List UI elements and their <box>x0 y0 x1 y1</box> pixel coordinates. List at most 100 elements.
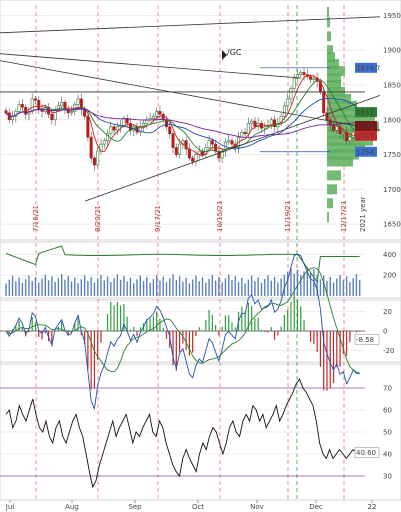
candle <box>250 120 254 124</box>
candle <box>161 113 165 121</box>
candle <box>70 111 74 114</box>
volume-profile-bar <box>327 73 341 84</box>
candle <box>332 125 336 131</box>
volume-profile-bar <box>327 17 330 28</box>
candle <box>325 112 329 121</box>
candle <box>158 111 162 115</box>
candle <box>47 106 51 115</box>
volume-profile-bar <box>327 79 341 90</box>
volume-tick-label: 400 <box>383 251 396 259</box>
symbol-label: /GC <box>227 48 242 57</box>
macd-histogram <box>8 295 361 391</box>
macd-tick-label: 0 <box>383 328 387 336</box>
trend-line-down <box>0 60 381 131</box>
candle <box>259 122 263 129</box>
price-label-box <box>355 121 377 132</box>
candle <box>184 140 188 150</box>
candle <box>60 102 64 107</box>
candle <box>178 143 182 155</box>
candle <box>92 157 96 166</box>
candle <box>286 98 290 107</box>
x-axis-label: Dec <box>309 503 323 511</box>
candle <box>273 119 277 128</box>
price-label: 1874.7 <box>356 64 381 72</box>
macd-current-box <box>354 334 380 345</box>
y-tick-label: 1950 <box>383 12 401 20</box>
candle <box>243 131 247 134</box>
volume-profile-bar <box>327 212 329 223</box>
candle <box>230 140 234 145</box>
candle <box>302 72 306 75</box>
volume-tick-label: 200 <box>383 272 396 280</box>
candle <box>106 133 110 141</box>
candle <box>112 126 116 131</box>
y-tick-label: 1900 <box>383 47 401 55</box>
date-marker-label: 12/17/21 <box>340 201 348 232</box>
candle <box>30 98 34 112</box>
macd-signal-line <box>5 267 360 374</box>
candle <box>40 109 44 112</box>
candle <box>86 115 90 138</box>
date-marker-label: 9/17/21 <box>154 205 162 232</box>
price-label: 1777. <box>356 132 376 140</box>
candle <box>292 77 296 89</box>
rsi-current-label: 40.60 <box>356 449 376 457</box>
candle <box>309 76 313 80</box>
candle <box>174 147 178 155</box>
candle <box>341 131 345 134</box>
macd-tick-label: 20 <box>383 308 392 316</box>
candle <box>269 119 273 126</box>
rsi-tick-label: 50 <box>383 429 392 437</box>
rsi-line <box>5 378 360 489</box>
price-label-box <box>355 107 377 118</box>
x-axis-label: Oct <box>192 503 204 511</box>
date-marker-label: 11/19/21 <box>284 201 292 232</box>
x-axis-label: Sep <box>128 503 142 511</box>
date-marker-label: 8/20/21 <box>94 205 102 232</box>
panel-1 <box>0 241 401 299</box>
volume-profile-bar <box>327 6 329 17</box>
price-label-box <box>355 130 377 141</box>
candle <box>115 126 119 131</box>
volume-profile-bar <box>327 142 365 153</box>
price-label: 1754. <box>356 148 376 156</box>
candle <box>187 148 191 159</box>
candle <box>168 126 172 134</box>
volume-profile-bar <box>327 59 339 70</box>
candle <box>282 105 286 117</box>
macd-line <box>5 253 360 411</box>
candle <box>322 91 326 114</box>
rsi-tick-label: 30 <box>383 473 392 481</box>
symbol-marker-icon <box>222 50 227 60</box>
moving-average-line <box>5 108 360 139</box>
candle <box>56 105 60 110</box>
candle <box>335 126 339 131</box>
price-label: 1791. <box>356 123 376 131</box>
volume-profile-bar <box>327 149 359 160</box>
candles <box>4 68 362 171</box>
candle <box>253 120 257 128</box>
x-axis-label: Jul <box>5 503 15 511</box>
rsi-tick-label: 60 <box>383 407 392 415</box>
candle <box>348 136 352 141</box>
rsi-tick-label: 40 <box>383 451 392 459</box>
date-marker-label: 10/15/21 <box>216 201 224 232</box>
candle <box>312 77 316 80</box>
volume-profile-bar <box>327 114 375 125</box>
candle <box>194 154 198 162</box>
candle <box>17 104 21 112</box>
price-label-box <box>355 62 377 73</box>
volume-profile-bar <box>327 45 333 56</box>
candle <box>20 104 24 108</box>
volume-profile-bar <box>327 184 337 195</box>
x-axis-label: 22 <box>368 503 377 511</box>
candle <box>125 118 129 124</box>
y-tick-label: 1700 <box>383 186 401 194</box>
candle <box>96 150 100 166</box>
volume-profile-bar <box>327 198 333 209</box>
volume-profile-bar <box>327 121 379 132</box>
candle <box>76 98 80 105</box>
year-marker-label: 2021 year <box>359 196 367 232</box>
